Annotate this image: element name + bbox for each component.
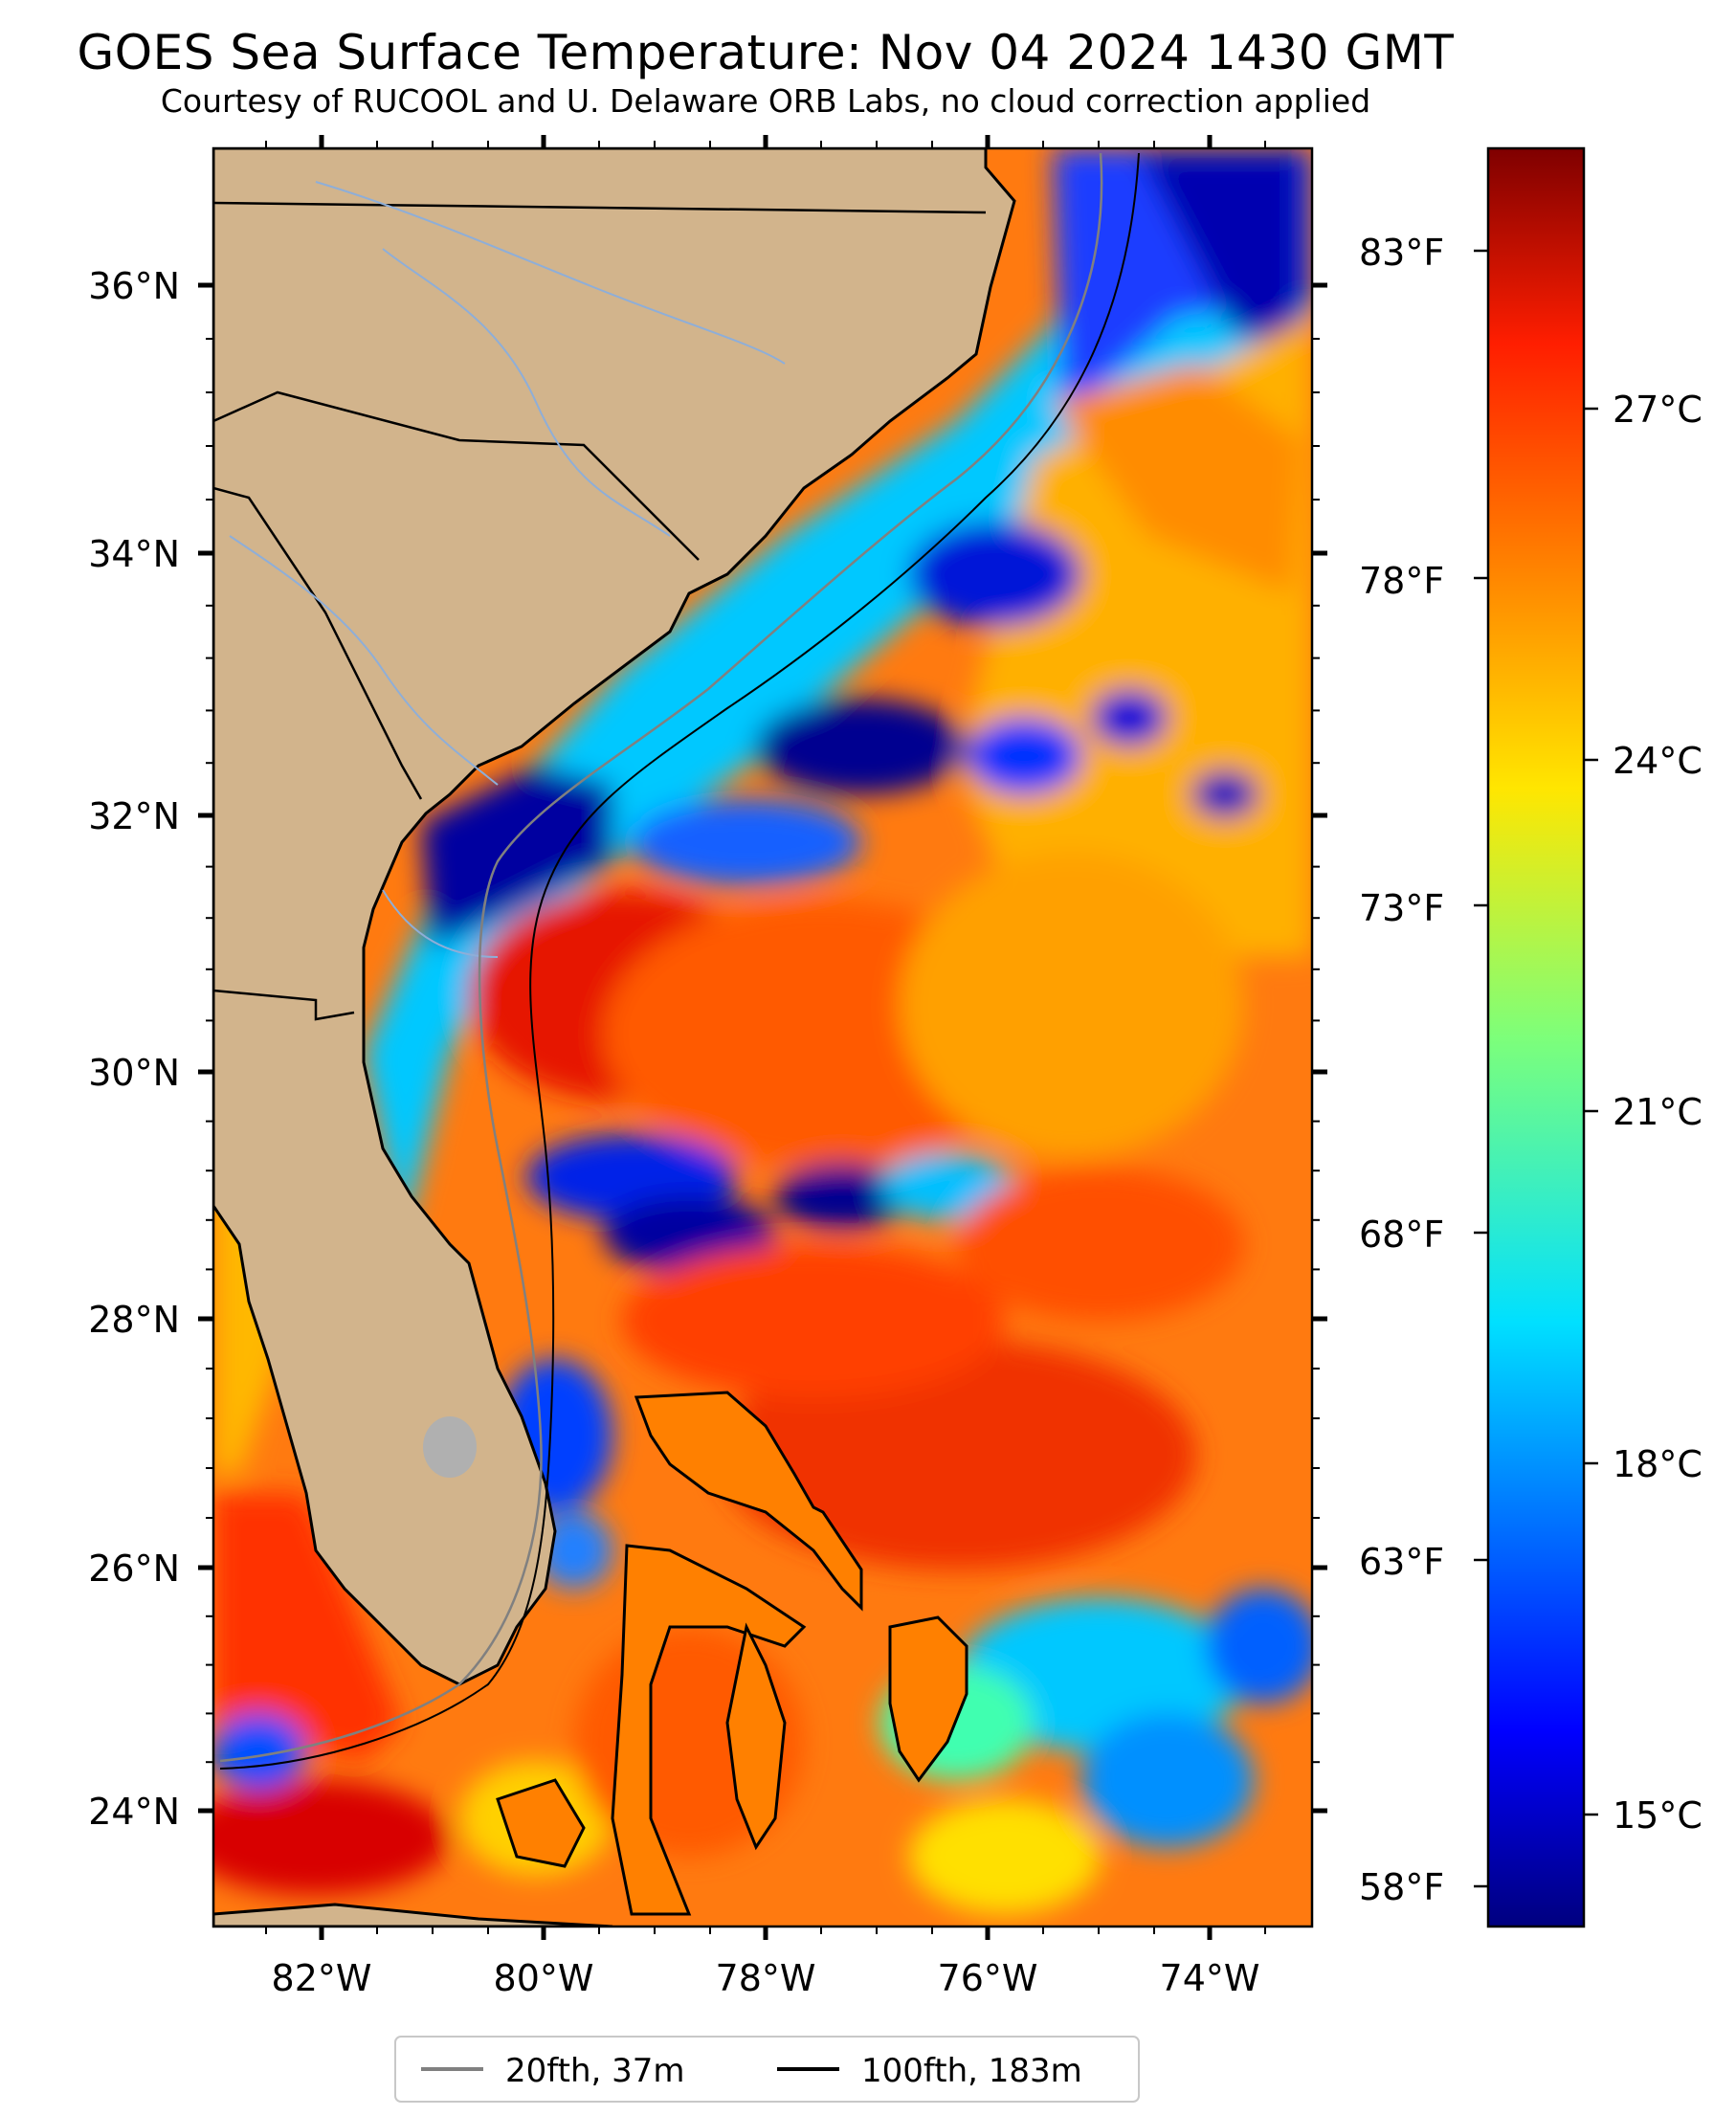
lat-tick-label: 36°N [88, 265, 180, 307]
lon-tick-label: 78°W [716, 1957, 816, 1999]
fahrenheit-axis: 83°F 78°F 73°F 68°F 63°F 58°F [1359, 232, 1444, 1908]
isobath-20fth [219, 152, 1103, 1763]
state-borders [213, 201, 987, 1021]
lat-tick-label: 26°N [88, 1548, 180, 1590]
rivers [229, 181, 786, 958]
celsius-tick-label: 21°C [1613, 1091, 1703, 1133]
lon-tick-label: 74°W [1160, 1957, 1260, 1999]
lon-tick-label: 80°W [494, 1957, 594, 1999]
lon-tick-label: 82°W [272, 1957, 372, 1999]
celsius-tick-label: 24°C [1613, 740, 1703, 782]
legend-label-20fth: 20fth, 37m [505, 2052, 685, 2090]
land-cuba [213, 1903, 613, 1927]
fahrenheit-tick-label: 78°F [1359, 560, 1444, 602]
sst-map [213, 148, 1312, 1927]
isobaths [219, 152, 1140, 1770]
axis-tick-labels: 82°W 80°W 78°W 76°W 74°W 36°N 34°N 32°N … [88, 265, 1259, 1999]
bahamas [496, 1391, 968, 1916]
celsius-axis: 27°C 24°C 21°C 18°C 15°C [1613, 389, 1703, 1837]
map-subtitle: Courtesy of RUCOOL and U. Delaware ORB L… [160, 82, 1371, 120]
map-title: GOES Sea Surface Temperature: Nov 04 202… [77, 25, 1455, 80]
sst-field [213, 148, 1312, 1914]
colorbar [1486, 146, 1586, 1928]
land-us-southeast [213, 148, 1016, 1686]
lat-tick-label: 24°N [88, 1791, 180, 1833]
lat-tick-label: 34°N [88, 533, 180, 575]
legend-box [394, 2036, 1140, 2103]
axis-ticks [198, 135, 1327, 1940]
lon-tick-label: 76°W [938, 1957, 1038, 1999]
legend-label-100fth: 100fth, 183m [861, 2052, 1082, 2090]
fahrenheit-tick-label: 68°F [1359, 1214, 1444, 1256]
lat-tick-label: 28°N [88, 1299, 180, 1341]
colorbar-ticks [1474, 249, 1598, 1888]
fahrenheit-tick-label: 73°F [1359, 887, 1444, 929]
map-frame [211, 146, 1314, 1928]
lake-okeechobee [423, 1416, 477, 1478]
lat-tick-label: 32°N [88, 795, 180, 837]
celsius-tick-label: 18°C [1613, 1443, 1703, 1485]
isobath-100fth [219, 152, 1140, 1770]
celsius-tick-label: 27°C [1613, 389, 1703, 431]
legend: 20fth, 37m 100fth, 183m [394, 2036, 1140, 2103]
fahrenheit-tick-label: 58°F [1359, 1866, 1444, 1908]
fahrenheit-tick-label: 83°F [1359, 232, 1444, 274]
fahrenheit-tick-label: 63°F [1359, 1541, 1444, 1583]
lat-tick-label: 30°N [88, 1052, 180, 1094]
celsius-tick-label: 15°C [1613, 1794, 1703, 1837]
